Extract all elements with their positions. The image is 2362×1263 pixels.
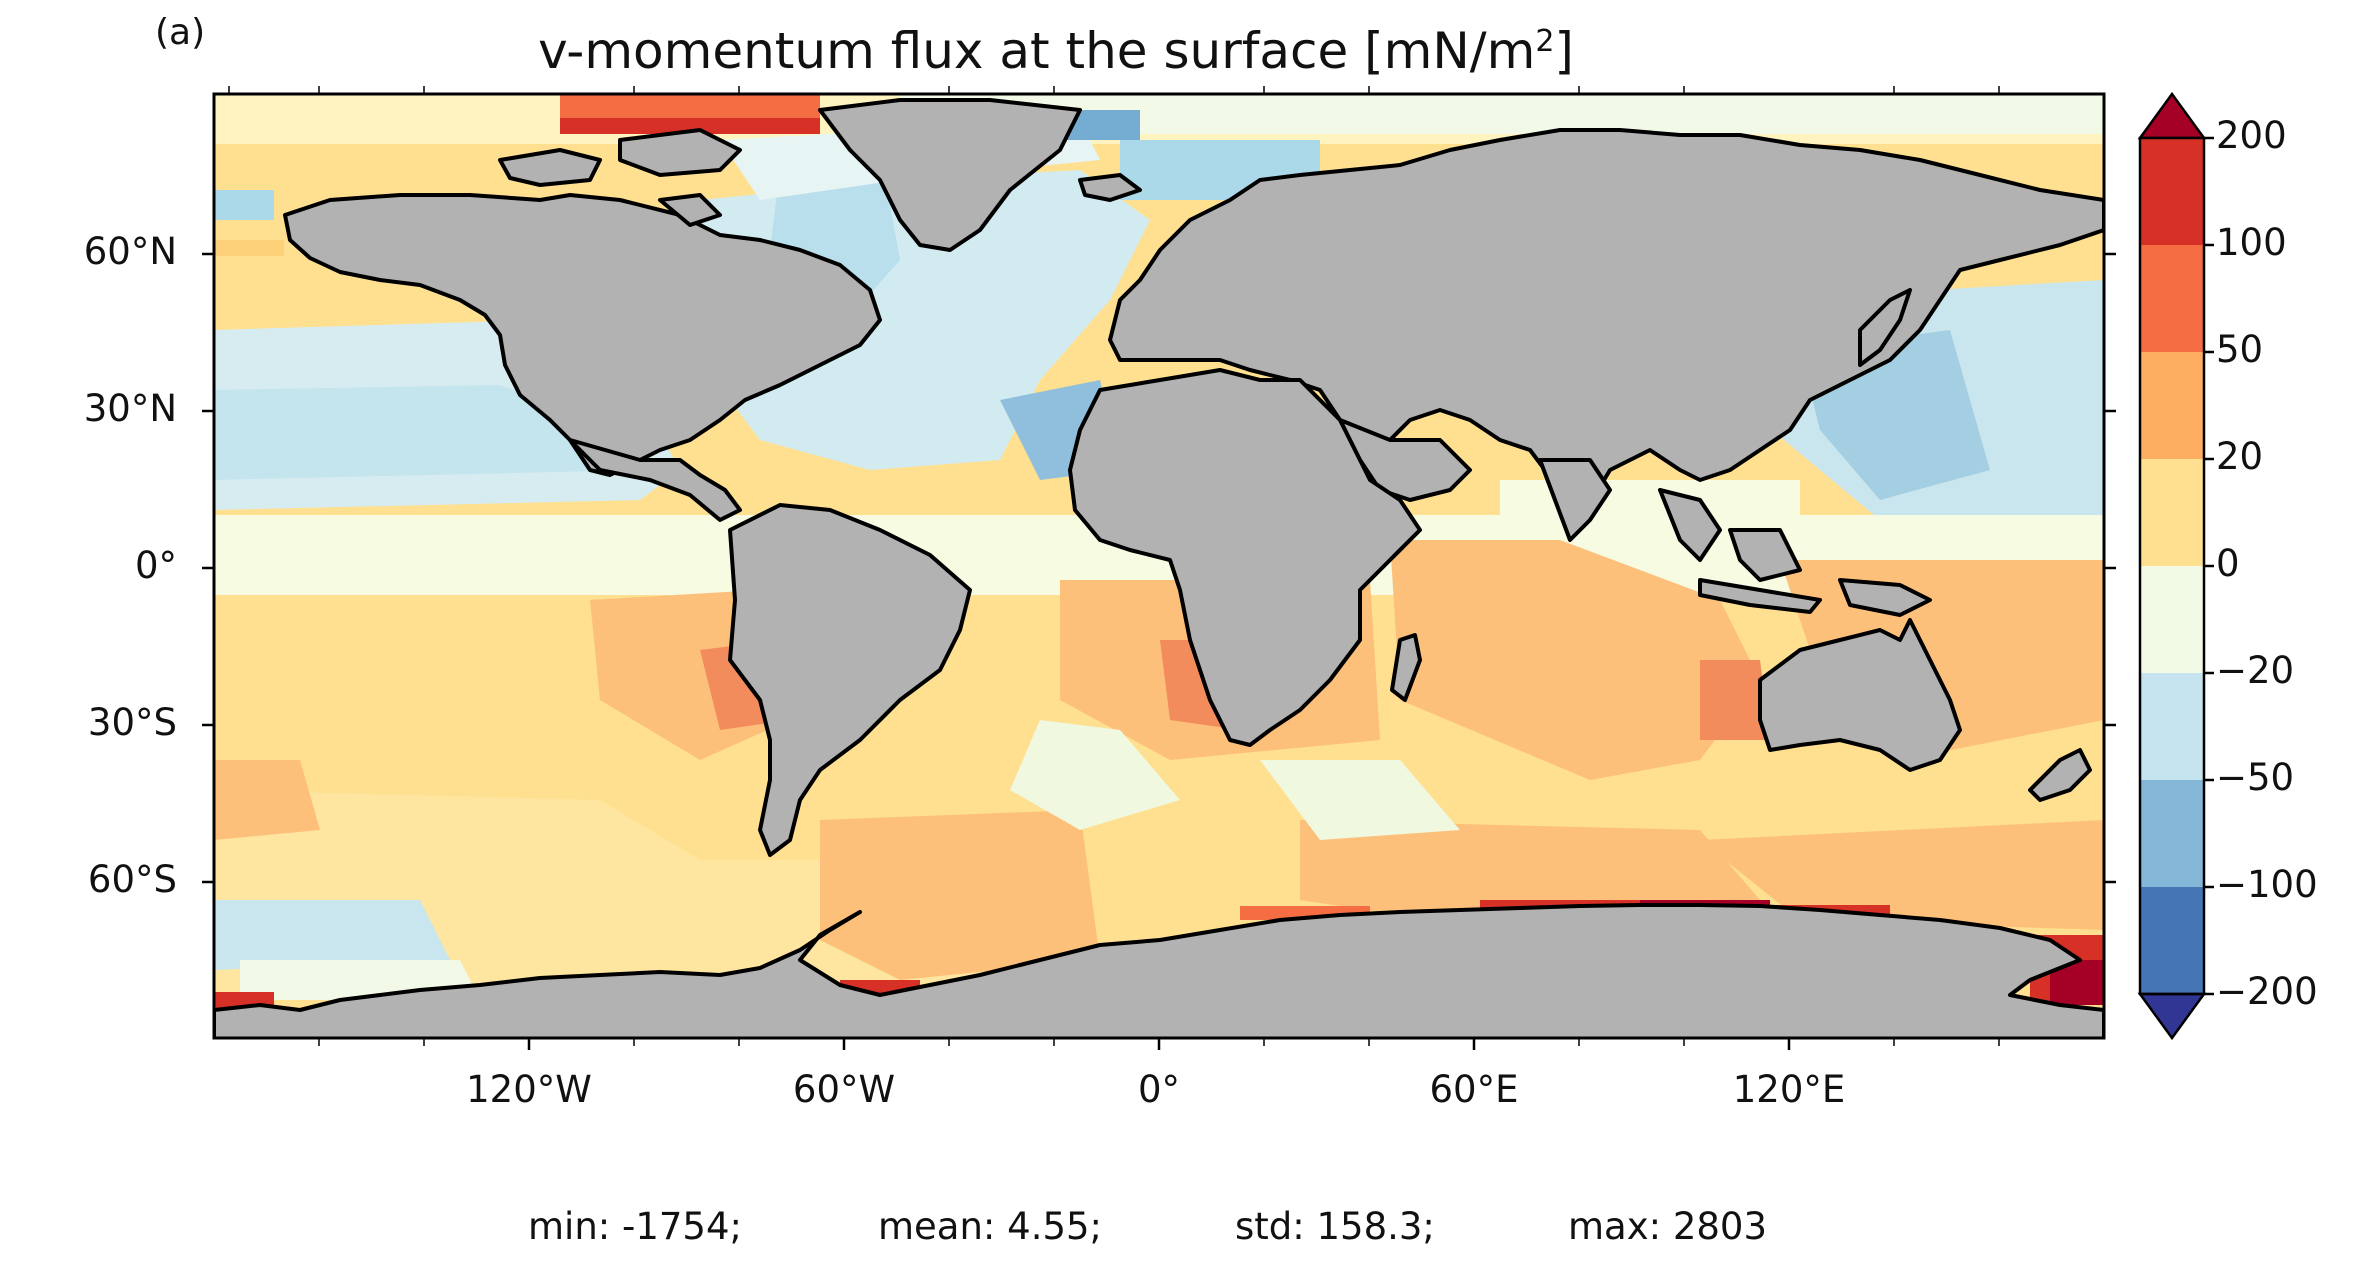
stats-line: min: -1754; mean: 4.55; std: 158.3; max:… bbox=[0, 1205, 2362, 1255]
colorbar-tick-label: −200 bbox=[2216, 970, 2318, 1013]
colorbar-tick-label: 200 bbox=[2216, 114, 2287, 157]
india bbox=[1538, 458, 1612, 542]
colorbar-tick-label: −100 bbox=[2216, 863, 2318, 906]
colorbar-extend-top bbox=[2137, 91, 2207, 140]
japan bbox=[1858, 288, 1912, 367]
title-suffix: ] bbox=[1554, 22, 1574, 80]
map-title: v-momentum flux at the surface [mN/m2] bbox=[0, 22, 2112, 80]
axis-ticks bbox=[202, 252, 2116, 1050]
panel-label: (a) bbox=[155, 12, 206, 53]
stat-max: max: 2803 bbox=[1568, 1205, 1768, 1248]
central-america bbox=[568, 438, 742, 522]
madagascar bbox=[1390, 633, 1422, 702]
lat-tick-label: 30°S bbox=[87, 701, 177, 744]
colorbar-tick-label: 20 bbox=[2216, 435, 2264, 478]
lon-tick-label: 0° bbox=[1137, 1068, 1181, 1111]
colorbar-tick-label: 50 bbox=[2216, 328, 2264, 371]
minor-ticks bbox=[228, 86, 2000, 1046]
australia bbox=[1758, 618, 1962, 772]
ocean-field bbox=[214, 94, 2104, 1038]
colorbar-tick-label: 0 bbox=[2216, 542, 2240, 585]
stat-mean: mean: 4.55; bbox=[878, 1205, 1103, 1248]
colorbar-tick-label: 100 bbox=[2216, 221, 2287, 264]
colorbar-tick-label: −50 bbox=[2216, 756, 2295, 799]
lon-tick-label: 60°W bbox=[792, 1068, 896, 1111]
colorbar-band bbox=[2140, 138, 2204, 245]
arctic-islands bbox=[498, 148, 602, 187]
lat-tick-label: 60°N bbox=[83, 230, 177, 273]
iceland bbox=[1078, 173, 1142, 202]
colorbar-band bbox=[2140, 780, 2204, 887]
colorbar-band bbox=[2140, 887, 2204, 994]
colorbar-extend-bottom bbox=[2137, 992, 2207, 1041]
colorbar bbox=[2137, 91, 2214, 1041]
stat-std: std: 158.3; bbox=[1235, 1205, 1435, 1248]
africa bbox=[1068, 368, 1422, 747]
antarctica bbox=[214, 903, 2104, 1038]
south-america bbox=[728, 503, 972, 857]
colorbar-tick-label: −20 bbox=[2216, 649, 2295, 692]
colorbar-band bbox=[2140, 566, 2204, 673]
colorbar-band bbox=[2140, 459, 2204, 566]
colorbar-band bbox=[2140, 245, 2204, 352]
title-superscript: 2 bbox=[1535, 24, 1555, 59]
colorbar-band bbox=[2140, 352, 2204, 459]
lon-tick-label: 120°E bbox=[1732, 1068, 1846, 1111]
colorbar-band bbox=[2140, 673, 2204, 780]
lon-tick-label: 60°E bbox=[1429, 1068, 1519, 1111]
new-zealand bbox=[2028, 748, 2092, 802]
lat-tick-label: 0° bbox=[134, 544, 177, 587]
north-america bbox=[283, 193, 882, 477]
land bbox=[214, 98, 2104, 1038]
lat-tick-label: 60°S bbox=[87, 858, 177, 901]
lat-tick-label: 30°N bbox=[83, 387, 177, 430]
stat-min: min: -1754; bbox=[528, 1205, 742, 1248]
lon-tick-label: 120°W bbox=[466, 1068, 592, 1111]
greenland bbox=[818, 98, 1082, 252]
title-text: v-momentum flux at the surface [mN/m bbox=[538, 22, 1536, 80]
southeast-asia bbox=[1658, 488, 1722, 562]
